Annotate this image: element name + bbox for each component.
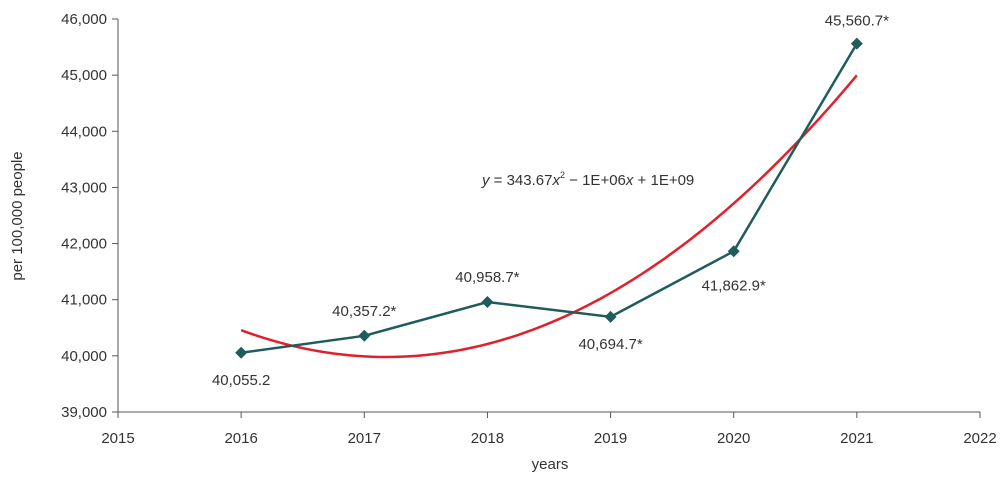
x-tick-label: 2015	[101, 430, 134, 447]
y-tick-label: 39,000	[61, 404, 107, 421]
data-label: 40,694.7*	[578, 336, 642, 353]
x-tick-label: 2020	[717, 430, 750, 447]
y-axis-ticks: 39,000 40,000 41,000 42,000 43,000 44,000 45,0…	[61, 11, 118, 421]
trendline-equation: y = 343.67x2 − 1E+06x + 1E+09	[481, 170, 694, 189]
y-tick-label: 40,000	[61, 348, 107, 365]
y-tick-label: 42,000	[61, 236, 107, 253]
y-tick-label: 46,000	[61, 11, 107, 28]
x-tick-label: 2021	[840, 430, 873, 447]
x-axis-ticks: 2015 2016 2017 2018 2019 2020 2021 2022	[101, 412, 997, 447]
data-label: 40,958.7*	[455, 269, 519, 286]
x-tick-label: 2016	[224, 430, 257, 447]
x-tick-label: 2017	[348, 430, 381, 447]
x-axis-title: years	[532, 456, 569, 473]
data-point-marker	[358, 329, 371, 342]
series-markers	[235, 37, 863, 359]
trendline	[240, 74, 858, 359]
eq-y: y	[481, 172, 491, 189]
y-tick-label: 45,000	[61, 67, 107, 84]
eq-x2: x	[625, 172, 634, 189]
data-point-marker	[727, 245, 740, 258]
x-tick-label: 2022	[963, 430, 996, 447]
data-label: 40,055.2	[212, 372, 270, 389]
y-axis-title: per 100,000 people	[9, 151, 26, 280]
y-tick-label: 41,000	[61, 292, 107, 309]
eq-part2: − 1E+06	[565, 172, 626, 189]
eq-x1: x	[551, 172, 560, 189]
x-tick-label: 2019	[594, 430, 627, 447]
data-point-marker	[481, 296, 494, 309]
y-tick-label: 44,000	[61, 123, 107, 140]
data-point-marker	[235, 346, 248, 359]
x-tick-label: 2018	[471, 430, 504, 447]
data-label: 40,357.2*	[332, 303, 396, 320]
y-tick-label: 43,000	[61, 179, 107, 196]
data-point-marker	[604, 310, 617, 323]
data-label: 45,560.7*	[825, 13, 889, 30]
eq-part3: + 1E+09	[633, 172, 694, 189]
series-line	[240, 43, 858, 354]
data-labels: 40,055.2 40,357.2* 40,958.7* 40,694.7* 41,86…	[212, 13, 889, 389]
eq-exponent: 2	[560, 170, 565, 180]
data-label: 41,862.9*	[702, 277, 766, 294]
eq-part1: = 343.67	[490, 172, 553, 189]
data-point-marker	[850, 37, 863, 50]
